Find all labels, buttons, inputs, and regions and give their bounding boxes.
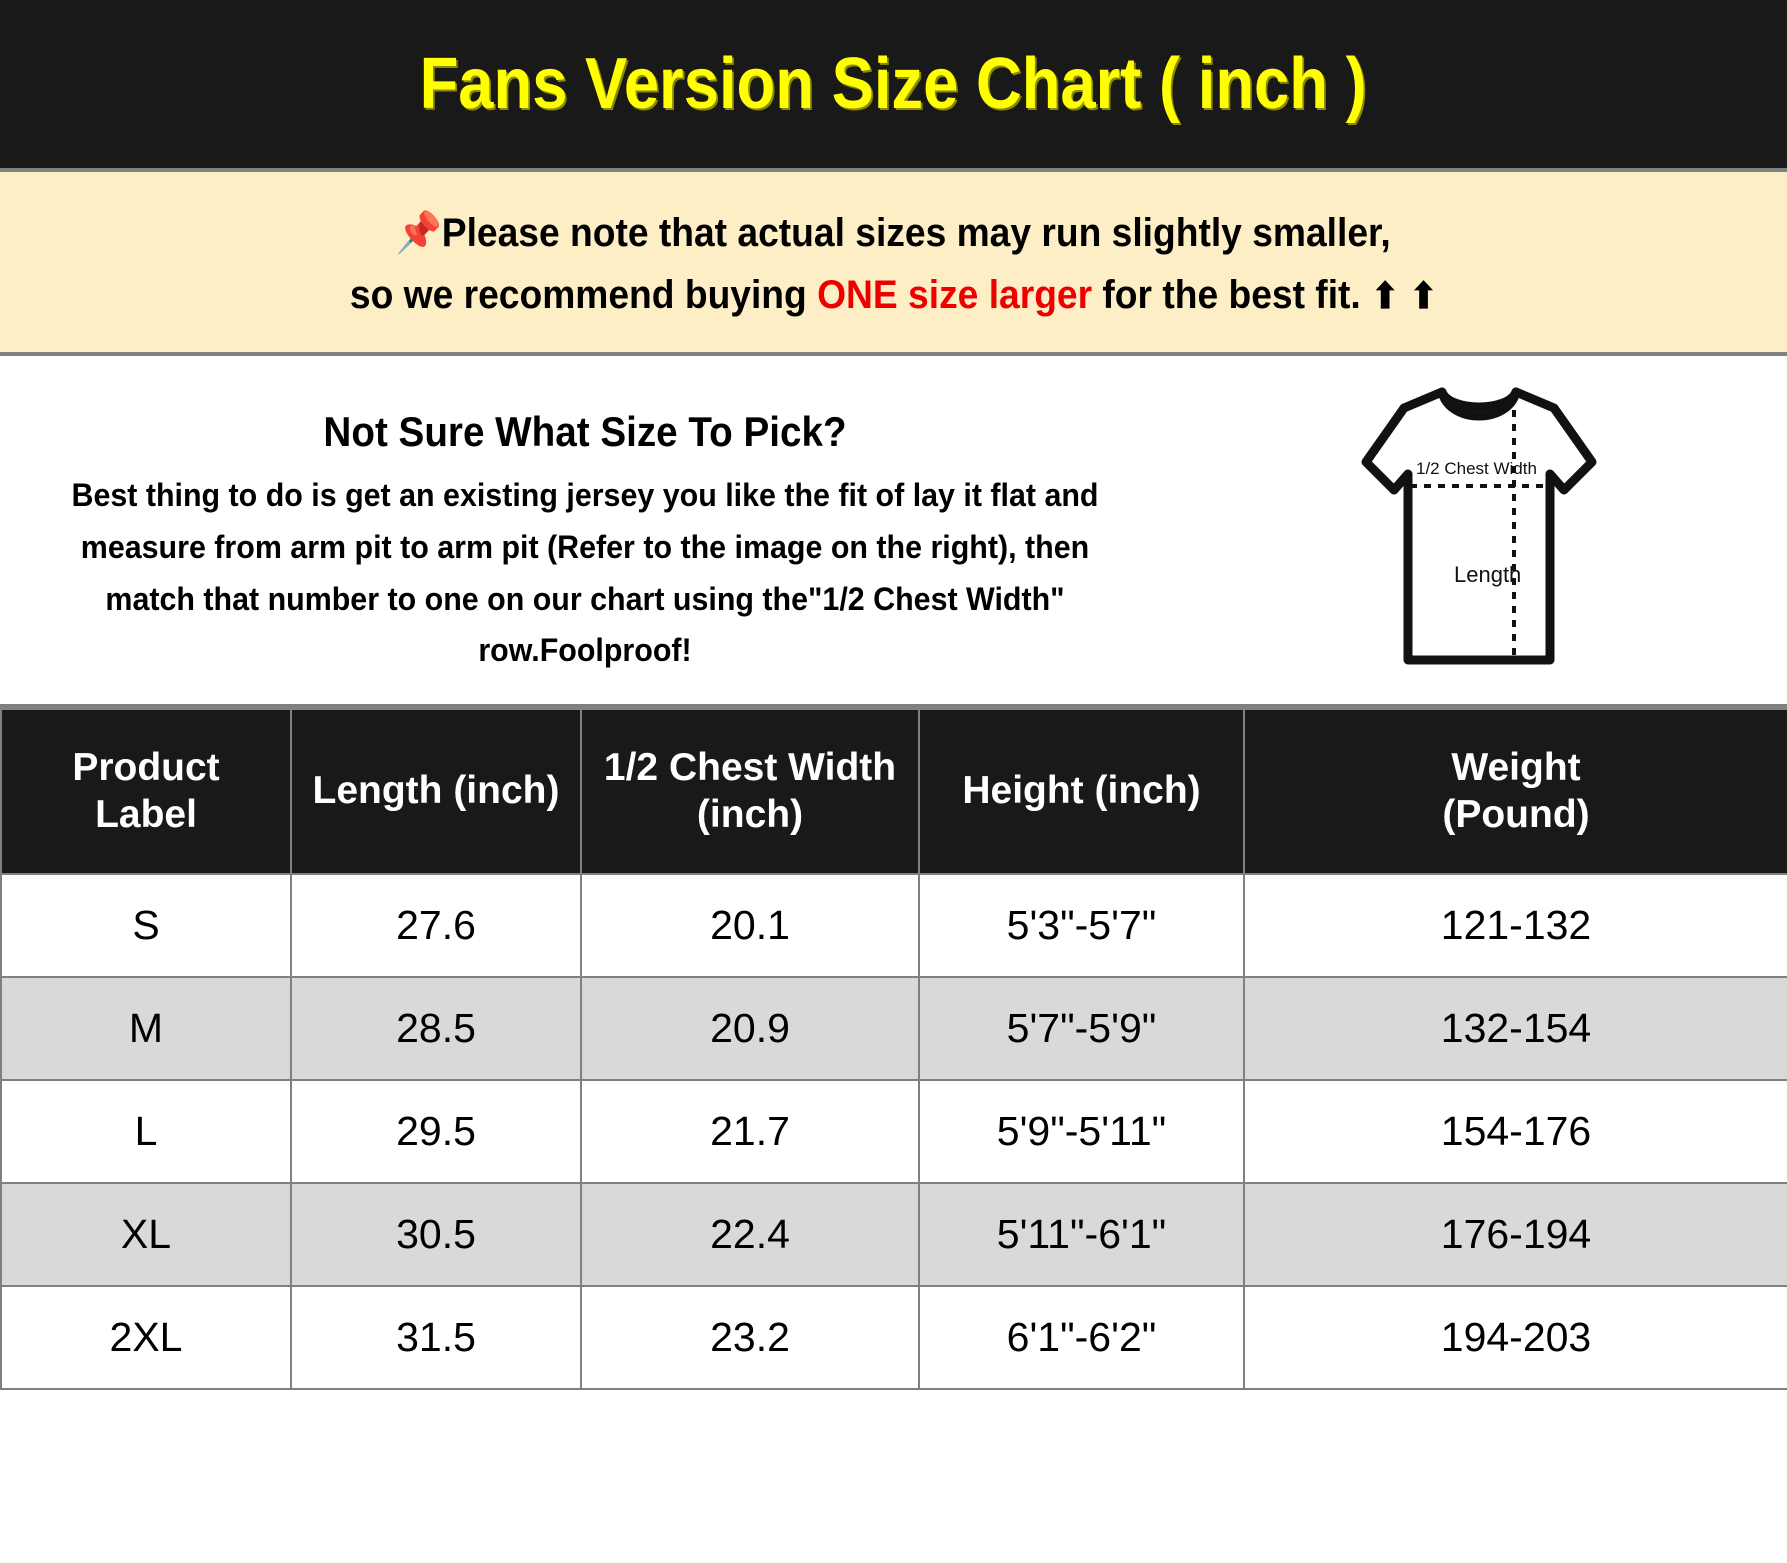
table-row: XL 30.5 22.4 5'11"-6'1" 176-194: [0, 1182, 1787, 1287]
cell-height: 6'1"-6'2": [918, 1285, 1245, 1390]
cell-weight: 132-154: [1243, 976, 1787, 1081]
cell-length: 31.5: [290, 1285, 582, 1390]
notice-line-2: so we recommend buying ONE size larger f…: [350, 264, 1438, 326]
table-body: S 27.6 20.1 5'3"-5'7" 121-132 M 28.5 20.…: [0, 873, 1787, 1390]
column-header-height: Height (inch): [918, 708, 1245, 875]
cell-length: 27.6: [290, 873, 582, 978]
header-line-1: Height (inch): [962, 769, 1201, 813]
notice-highlight: ONE size larger: [816, 273, 1092, 317]
length-label: Length: [1454, 562, 1521, 587]
help-section: Not Sure What Size To Pick? Best thing t…: [0, 356, 1787, 708]
cell-weight: 154-176: [1243, 1079, 1787, 1184]
cell-weight: 194-203: [1243, 1285, 1787, 1390]
header-line-2: (inch): [696, 792, 804, 836]
header-line-2: Label: [95, 792, 197, 836]
notice-text-2-after: for the best fit.: [1091, 273, 1371, 317]
cell-height: 5'11"-6'1": [918, 1182, 1245, 1287]
column-header-product-label: Product Label: [0, 708, 292, 875]
notice-line-1: 📌Please note that actual sizes may run s…: [396, 202, 1391, 264]
cell-height: 5'3"-5'7": [918, 873, 1245, 978]
notice-text-2-before: so we recommend buying: [349, 273, 817, 317]
table-row: L 29.5 21.7 5'9"-5'11" 154-176: [0, 1079, 1787, 1184]
cell-product-label: 2XL: [0, 1285, 292, 1390]
cell-chest-width: 22.4: [580, 1182, 920, 1287]
header-line-2: (Pound): [1442, 792, 1590, 836]
page-title: Fans Version Size Chart ( inch ): [419, 44, 1368, 124]
table-header: Product Label Length (inch) 1/2 Chest Wi…: [0, 708, 1787, 875]
cell-product-label: S: [0, 873, 292, 978]
tshirt-body: [1361, 387, 1596, 665]
tshirt-collar: [1437, 387, 1520, 421]
pushpin-icon: 📌: [395, 211, 443, 255]
cell-product-label: L: [0, 1079, 292, 1184]
cell-length: 28.5: [290, 976, 582, 1081]
header-line-1: Weight: [1451, 746, 1581, 790]
help-text-column: Not Sure What Size To Pick? Best thing t…: [0, 356, 1170, 677]
notice-text-1: Please note that actual sizes may run sl…: [442, 211, 1392, 255]
cell-weight: 176-194: [1243, 1182, 1787, 1287]
cell-height: 5'9"-5'11": [918, 1079, 1245, 1184]
help-image-column: 1/2 Chest Width Length: [1170, 356, 1787, 668]
header-line-1: Length (inch): [312, 769, 560, 813]
cell-chest-width: 21.7: [580, 1079, 920, 1184]
cell-chest-width: 20.1: [580, 873, 920, 978]
arrow-up-icon-1: ⬆: [1370, 275, 1399, 316]
header-line-1: 1/2 Chest Width: [603, 746, 897, 790]
title-banner: Fans Version Size Chart ( inch ): [0, 0, 1787, 172]
table-row: S 27.6 20.1 5'3"-5'7" 121-132: [0, 873, 1787, 978]
size-chart-table: Product Label Length (inch) 1/2 Chest Wi…: [0, 708, 1787, 1390]
column-header-length: Length (inch): [290, 708, 582, 875]
help-body-line-3: match that number to one on our chart us…: [105, 580, 1065, 617]
header-line-1: Product: [72, 746, 220, 790]
cell-product-label: M: [0, 976, 292, 1081]
cell-height: 5'7"-5'9": [918, 976, 1245, 1081]
notice-band: 📌Please note that actual sizes may run s…: [0, 172, 1787, 356]
table-row: M 28.5 20.9 5'7"-5'9" 132-154: [0, 976, 1787, 1081]
cell-weight: 121-132: [1243, 873, 1787, 978]
cell-chest-width: 23.2: [580, 1285, 920, 1390]
column-header-weight: Weight (Pound): [1243, 708, 1787, 875]
tshirt-diagram-icon: 1/2 Chest Width Length: [1361, 387, 1596, 665]
arrow-up-icon-2: ⬆: [1409, 275, 1438, 316]
chest-width-label: 1/2 Chest Width: [1416, 459, 1537, 478]
table-header-row: Product Label Length (inch) 1/2 Chest Wi…: [0, 708, 1787, 875]
help-body-line-1: Best thing to do is get an existing jers…: [71, 477, 1099, 513]
cell-product-label: XL: [0, 1182, 292, 1287]
help-body-line-4: row.Foolproof!: [478, 632, 692, 669]
help-body-line-2: measure from arm pit to arm pit (Refer t…: [80, 528, 1090, 565]
column-header-chest-width: 1/2 Chest Width (inch): [580, 708, 920, 875]
cell-length: 30.5: [290, 1182, 582, 1287]
help-heading: Not Sure What Size To Pick?: [323, 408, 847, 455]
cell-chest-width: 20.9: [580, 976, 920, 1081]
table-row: 2XL 31.5 23.2 6'1"-6'2" 194-203: [0, 1285, 1787, 1390]
cell-length: 29.5: [290, 1079, 582, 1184]
